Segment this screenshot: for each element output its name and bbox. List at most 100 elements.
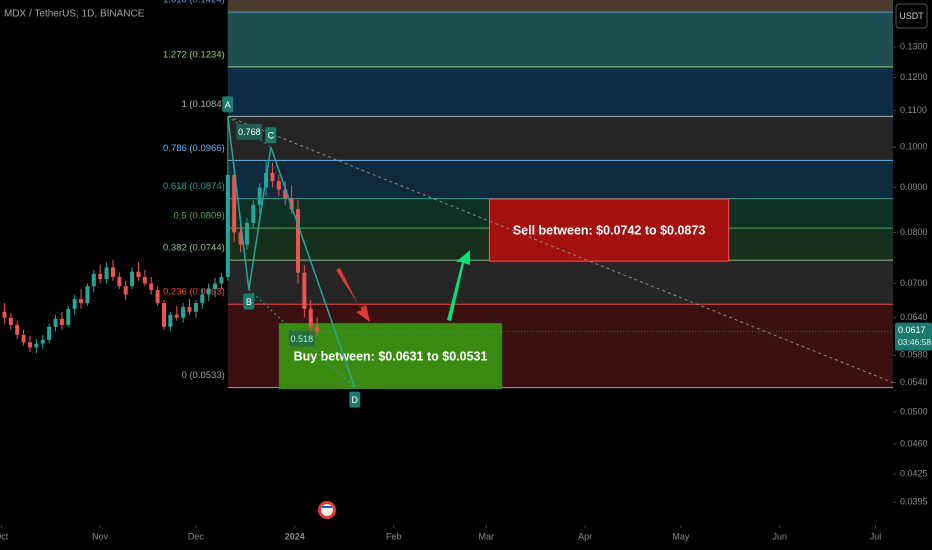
fib-bands: 1.618 (0.1424) 1.272 (0.1234) 1 (0.1084) 0.… [163,0,893,389]
candle-body [187,307,192,312]
y-tick-label: 0.0580 [900,350,928,360]
fib-label: 0.382 (0.0744) [163,243,225,254]
last-price-label: 0.0617 [898,325,926,335]
candle-body [213,283,218,289]
point-box [222,96,234,113]
candle-body [168,314,173,327]
y-tick-label: 0.0460 [900,438,928,448]
candle-body [104,267,109,280]
candles [2,116,320,354]
candle-body [308,308,313,327]
zones: Sell between: $0.0742 to $0.0873 Buy betw… [278,198,730,390]
candle-body [117,276,122,287]
events-icon[interactable] [318,501,336,519]
candle-body [130,271,135,287]
candle-body [161,303,166,327]
fib-label: 0.618 (0.0874) [163,181,225,192]
candle-body [59,318,64,325]
candle-body [257,187,262,205]
candle-body [283,189,288,199]
candle-body [47,326,52,340]
y-tick-label: 0.0640 [900,312,928,322]
candle-body [206,288,211,295]
fib-label: 0.236 (0.0663) [163,287,225,298]
candle-body [238,232,243,245]
candle-body [142,276,147,284]
candle-body [302,272,307,309]
ratio-box [236,123,263,140]
ratio-label: 0.518 [291,334,314,344]
candle-body [155,290,160,304]
fib-band [227,66,893,117]
point-box [349,391,361,408]
pattern: 0.768 0.518 A B C D [222,96,894,408]
candle-body [270,172,275,182]
y-tick-label: 0.0540 [900,377,928,387]
zone-box [488,198,730,262]
down-arrow [336,268,370,322]
x-tick-label: Oct [0,531,9,541]
x-tick-label: Feb [386,531,402,541]
y-tick-label: 0.1000 [900,142,928,152]
x-tick-label: Dec [188,531,205,541]
candle-body [8,317,13,325]
x-tick-label: May [672,531,690,541]
currency-button[interactable] [895,3,928,29]
x-tick-label: Jun [772,531,787,541]
point-label: C [268,131,275,141]
fib-label: 0 (0.0533) [181,370,224,381]
fib-label: 0.786 (0.0966) [163,143,225,154]
candle-body [136,271,141,277]
candle-body [251,204,256,224]
chart-title: MDX / TetherUS, 1D, BINANCE [4,9,145,20]
fib-band [227,160,893,199]
candle-body [174,314,179,318]
candle-body [21,334,26,343]
y-tick-label: 0.1200 [900,72,928,82]
candle-body [181,307,186,318]
y-tick-label: 0.0500 [900,406,928,416]
point-label: A [225,100,231,110]
x-tick-label: Mar [478,531,494,541]
x-tick-label: Apr [578,531,592,541]
zone-box [278,323,503,390]
candle-body [79,299,84,304]
fib-label: 1 (0.1084) [181,99,224,110]
up-arrow [447,250,470,321]
y-tick-label: 0.0700 [900,278,928,288]
time-axis-bg [0,525,893,550]
candle-body [72,299,77,309]
candle-body [85,286,90,304]
fib-label: 1.272 (0.1234) [163,49,225,60]
candle-body [315,326,320,332]
candle-body [225,174,230,277]
y-tick-label: 0.0425 [900,468,928,478]
candle-body [53,318,58,327]
fib-band [227,116,893,161]
x-tick-label: 2024 [285,531,305,541]
candle-body [27,342,32,348]
ratio-label: 0.768 [238,127,261,137]
candle-body [40,339,45,344]
candle-body [110,267,115,277]
point-label: D [352,395,359,405]
candle-body [98,273,103,280]
zone-label: Buy between: $0.0631 to $0.0531 [294,349,488,363]
y-tick-label: 0.0395 [900,496,928,506]
y-tick-label: 0.1100 [900,105,927,115]
currency-label[interactable]: USDT [899,11,924,21]
ratio-box [288,330,315,347]
candle-body [15,324,20,335]
event-icon-inner [321,504,333,516]
candle-body [149,283,154,291]
y-tick-label: 0.0900 [900,182,928,192]
price-axis-bg [893,0,932,550]
zone-label: Sell between: $0.0742 to $0.0873 [513,223,706,237]
x-tick-label: Nov [92,531,109,541]
pattern-line [227,116,356,388]
candle-body [193,303,198,312]
countdown: 03:46:58 [898,337,931,347]
candle-body [66,308,71,325]
